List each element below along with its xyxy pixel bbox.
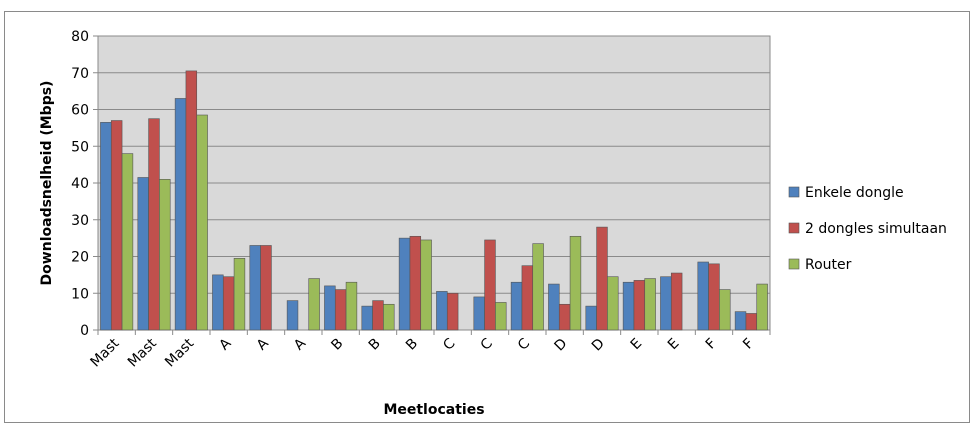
bar-router: [159, 179, 171, 331]
bar-2-dongles-simultaan: [670, 272, 683, 331]
legend: Enkele dongle 2 dongles simultaan Router: [788, 185, 947, 273]
legend-label: Enkele dongle: [805, 185, 904, 201]
legend-label: 2 dongles simultaan: [805, 221, 947, 237]
x-axis-title: Meetlocaties: [383, 402, 484, 418]
bar-enkele-dongle: [100, 122, 112, 331]
bar-router: [532, 243, 544, 331]
bar-2-dongles-simultaan: [372, 300, 384, 331]
y-tick-label: 10: [71, 286, 89, 302]
bar-router: [756, 283, 768, 331]
bar-router: [719, 289, 731, 331]
bar-enkele-dongle: [398, 237, 411, 331]
bar-router: [121, 153, 134, 331]
bar-enkele-dongle: [436, 291, 448, 331]
x-tick-label: E: [665, 336, 683, 354]
bar-router: [308, 278, 320, 331]
legend-swatch: [788, 258, 800, 270]
bar-router: [644, 278, 656, 331]
bar-router: [345, 281, 358, 331]
x-tick-label: C: [440, 335, 458, 353]
y-tick-label: 0: [80, 323, 89, 339]
grid-lines: [98, 72, 770, 294]
bar-enkele-dongle: [137, 177, 149, 331]
bar-2-dongles-simultaan: [745, 313, 758, 331]
bar-router: [196, 114, 208, 331]
bar-2-dongles-simultaan: [222, 276, 235, 331]
bar-enkele-dongle: [585, 305, 597, 331]
x-tick-label: B: [328, 336, 346, 354]
bar-enkele-dongle: [473, 296, 485, 331]
bar-enkele-dongle: [212, 274, 224, 331]
legend-swatch: [788, 222, 800, 234]
y-axis-ticks: 0 10 20 30 40 50 60 70 80: [71, 29, 98, 339]
y-tick-label: 20: [71, 250, 89, 266]
bar-enkele-dongle: [174, 98, 187, 331]
y-tick-label: 70: [71, 66, 89, 82]
bar-router: [495, 302, 507, 331]
y-axis-title: Downloadsnelheid (Mbps): [39, 81, 55, 286]
x-tick-label: A: [254, 335, 272, 353]
bar-2-dongles-simultaan: [334, 289, 347, 331]
bars: [100, 70, 768, 331]
bar-enkele-dongle: [697, 261, 709, 331]
x-tick-label: Mast: [162, 335, 197, 370]
x-tick-label: D: [552, 336, 571, 355]
bar-enkele-dongle: [361, 305, 373, 331]
x-tick-label: B: [403, 336, 421, 354]
x-tick-label: Mast: [125, 335, 160, 370]
x-tick-label: B: [366, 336, 384, 354]
bar-router: [420, 239, 432, 331]
bar-enkele-dongle: [622, 281, 635, 331]
bar-enkele-dongle: [548, 283, 560, 331]
bar-router: [383, 303, 395, 331]
bar-2-dongles-simultaan: [596, 226, 608, 331]
x-tick-label: F: [740, 336, 757, 353]
bar-2-dongles-simultaan: [446, 292, 459, 331]
x-tick-label: E: [628, 336, 646, 354]
bar-2-dongles-simultaan: [260, 245, 272, 331]
bar-2-dongles-simultaan: [484, 239, 496, 331]
bar-2-dongles-simultaan: [633, 280, 646, 331]
bar-enkele-dongle: [324, 285, 336, 331]
bar-enkele-dongle: [660, 276, 672, 331]
bar-enkele-dongle: [734, 311, 747, 331]
legend-label: Router: [805, 257, 852, 273]
x-tick-label: D: [589, 336, 608, 355]
x-tick-label: C: [515, 335, 533, 353]
x-tick-label: A: [291, 335, 309, 353]
bar-2-dongles-simultaan: [110, 120, 123, 331]
x-tick-label: F: [703, 336, 720, 353]
bar-enkele-dongle: [510, 281, 523, 331]
bar-2-dongles-simultaan: [521, 265, 534, 331]
legend-swatch: [788, 186, 800, 198]
bar-2-dongles-simultaan: [409, 235, 422, 331]
bar-router: [233, 258, 246, 331]
y-tick-label: 80: [71, 29, 89, 45]
y-tick-label: 60: [71, 103, 89, 119]
x-tick-label: C: [478, 335, 496, 353]
bar-enkele-dongle: [249, 245, 261, 331]
x-tick-label: A: [216, 335, 234, 353]
y-tick-label: 40: [71, 176, 89, 192]
bar-router: [569, 235, 582, 331]
bar-2-dongles-simultaan: [558, 303, 571, 331]
bar-2-dongles-simultaan: [708, 263, 720, 331]
x-tick-label: Mast: [88, 335, 123, 370]
bar-router: [607, 276, 619, 331]
x-axis-ticks: Mast Mast Mast A A A B B B C C C D D E E F F: [88, 330, 771, 370]
bar-2-dongles-simultaan: [148, 118, 160, 331]
y-tick-label: 30: [71, 213, 89, 229]
chart-frame: 0 10 20 30 40 50 60 70 80 Mast Mast Mast A A A B B B C C C D…: [4, 11, 970, 423]
bar-2-dongles-simultaan: [185, 70, 198, 331]
bar-enkele-dongle: [286, 300, 299, 331]
y-tick-label: 50: [71, 139, 89, 155]
